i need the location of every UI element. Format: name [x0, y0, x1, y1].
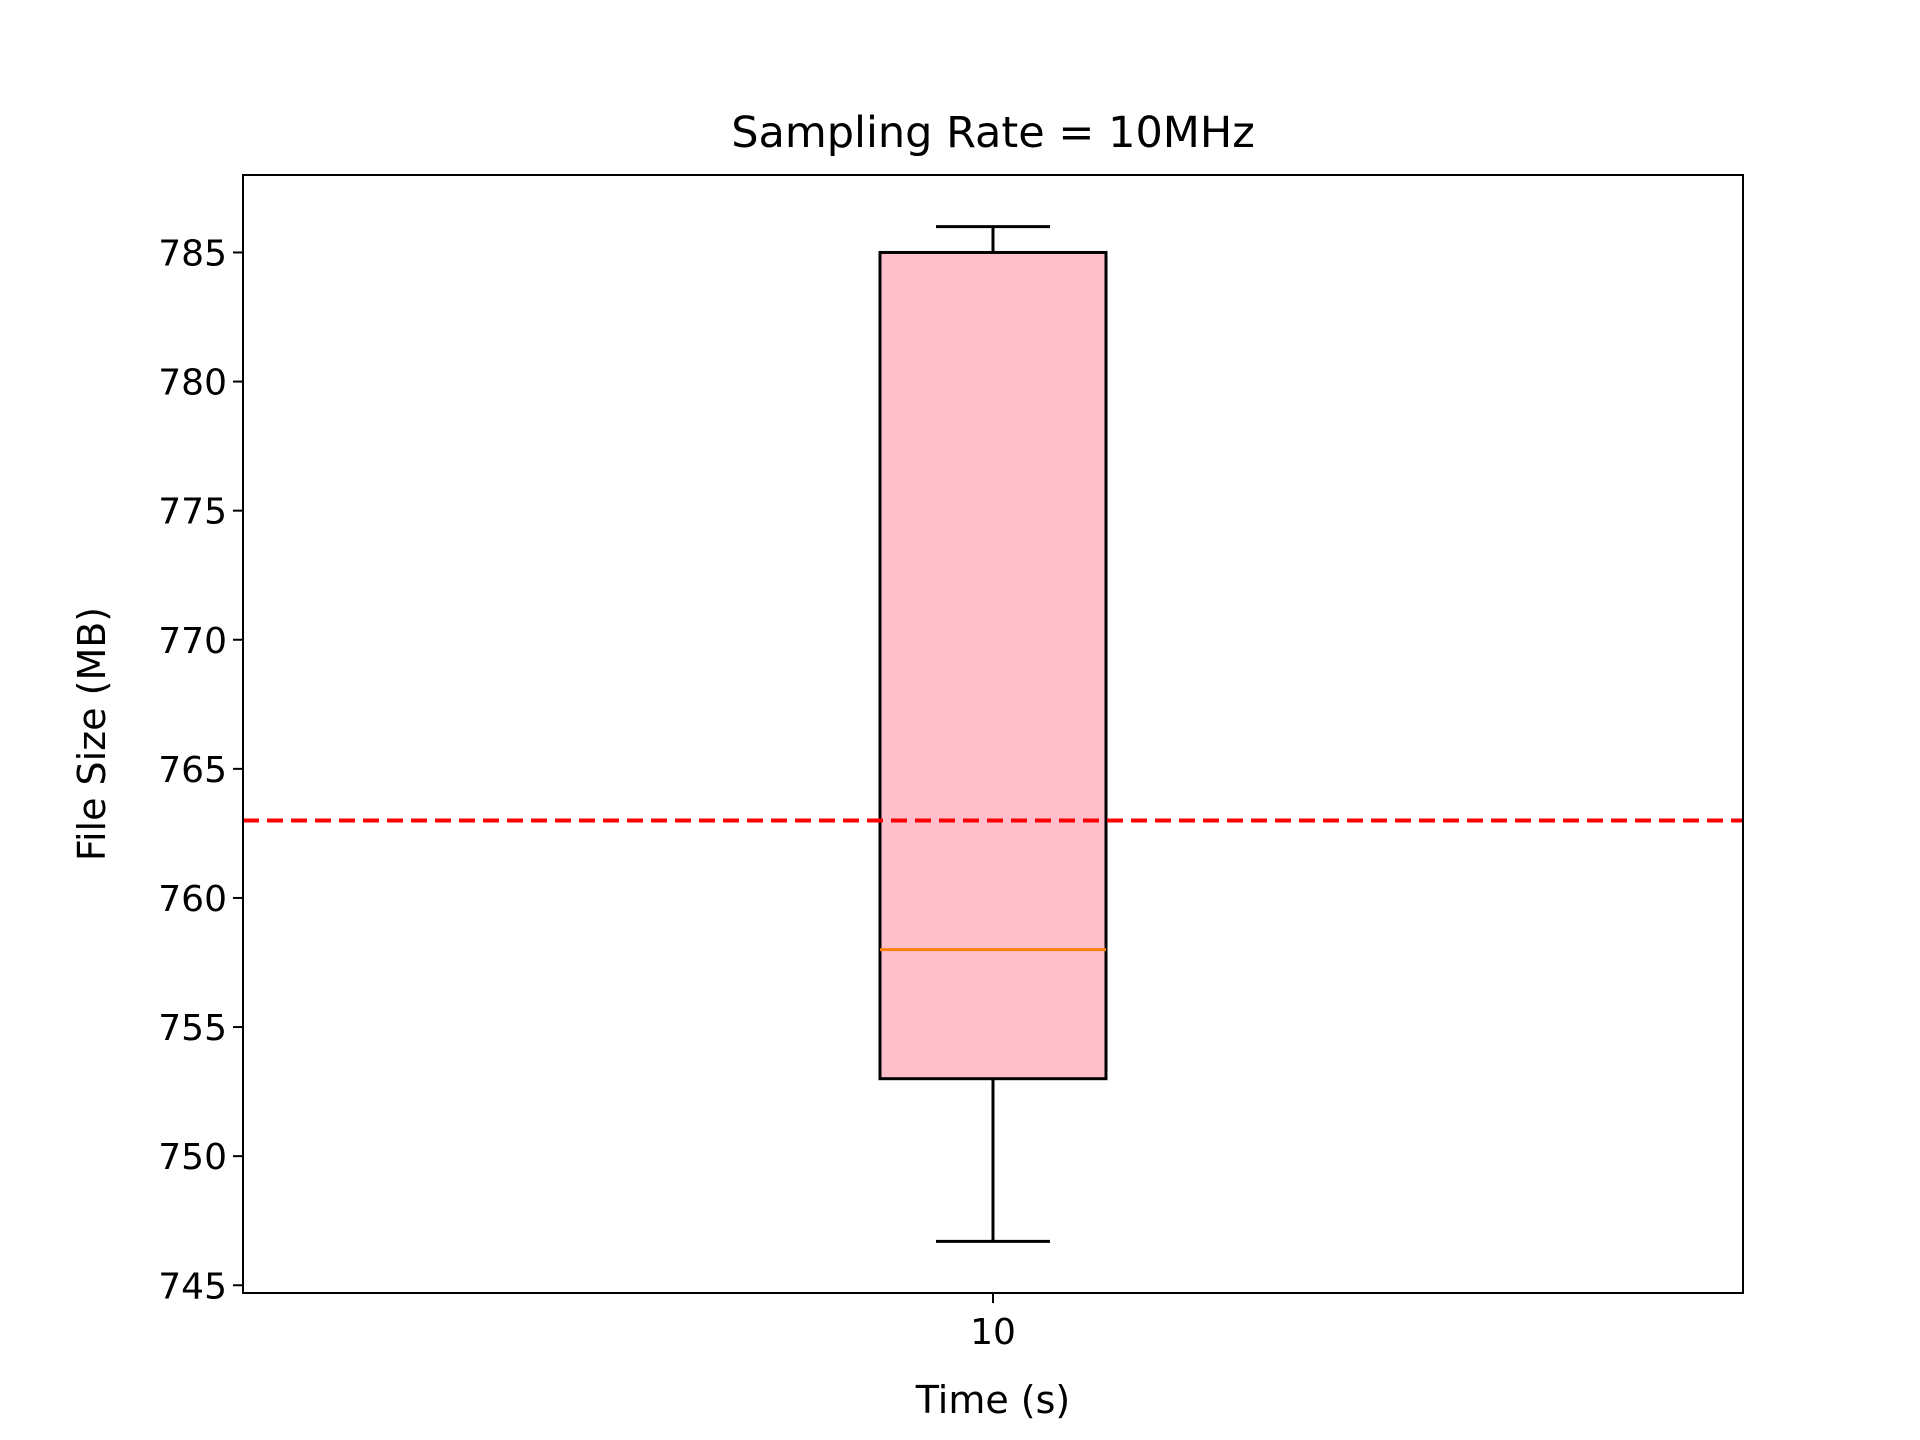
chart-title: Sampling Rate = 10MHz — [731, 108, 1255, 158]
y-axis-label: File Size (MB) — [70, 607, 114, 861]
x-axis-label: Time (s) — [915, 1378, 1071, 1422]
plot-frame — [242, 174, 1744, 1294]
y-tick-label: 760 — [158, 879, 227, 920]
y-tick-label: 785 — [158, 233, 227, 274]
y-tick-label: 755 — [158, 1008, 227, 1049]
y-tick-label: 765 — [158, 750, 227, 791]
y-tick-label: 775 — [158, 492, 227, 533]
y-tick-label: 770 — [158, 621, 227, 662]
x-tick-label: 10 — [970, 1312, 1016, 1353]
y-tick-label: 780 — [158, 363, 227, 404]
y-tick-label: 750 — [158, 1137, 227, 1178]
y-tick-label: 745 — [158, 1266, 227, 1307]
plot-layer: 745 750 755 760 765 770 775 780 785 10 — [158, 174, 1744, 1353]
box-body — [878, 250, 1108, 1081]
